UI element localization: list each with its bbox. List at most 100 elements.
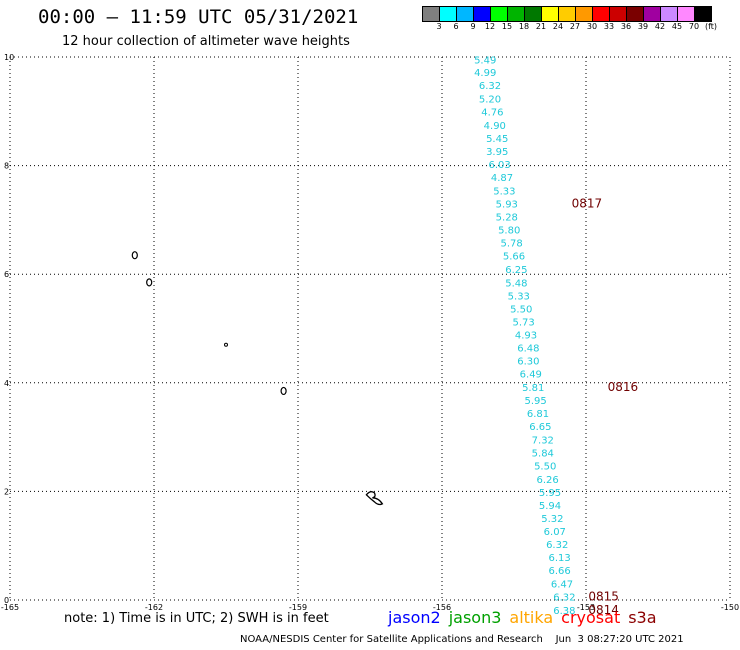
color-swatch <box>627 7 644 21</box>
wave-height-value: 5.28 <box>496 213 518 224</box>
wave-height-value: 5.45 <box>486 134 508 145</box>
color-scale-label: 18 <box>518 22 530 31</box>
wave-height-value: 5.50 <box>534 461 556 472</box>
color-scale-label: 15 <box>501 22 513 31</box>
legend-item-altika: altika <box>509 608 554 627</box>
wave-height-value: 5.95 <box>524 396 546 407</box>
color-swatch <box>440 7 457 21</box>
wave-height-value: 6.49 <box>520 370 542 381</box>
y-tick-label: 0 <box>4 596 9 605</box>
wave-height-value: 6.66 <box>548 566 570 577</box>
wave-height-value: 6.65 <box>529 422 551 433</box>
color-swatch <box>678 7 695 21</box>
time-label: 0814 <box>588 603 619 617</box>
wave-height-value: 4.90 <box>484 121 506 132</box>
color-scale-label: 39 <box>637 22 649 31</box>
x-tick-label: -162 <box>145 603 163 612</box>
wave-height-value: 6.13 <box>548 553 570 564</box>
x-tick-label: -156 <box>433 603 451 612</box>
x-tick-label: -165 <box>1 603 19 612</box>
color-swatch <box>559 7 576 21</box>
color-swatch <box>457 7 474 21</box>
color-scale-label: 30 <box>586 22 598 31</box>
color-scale-label: 27 <box>569 22 581 31</box>
wave-height-value: 4.99 <box>474 68 496 79</box>
wave-height-value: 5.48 <box>505 278 527 289</box>
color-scale-label: 45 <box>671 22 683 31</box>
legend-item-cryosat: cryosat <box>561 608 621 627</box>
island-outline <box>131 251 138 260</box>
color-swatch <box>644 7 661 21</box>
wave-height-value: 7.32 <box>532 435 554 446</box>
island-outline <box>365 491 384 506</box>
legend-item-jason3: jason3 <box>448 608 502 627</box>
wave-height-value: 6.47 <box>551 580 573 591</box>
wave-height-value: 5.32 <box>541 514 563 525</box>
wave-height-value: 5.33 <box>493 187 515 198</box>
x-tick-label: -153 <box>577 603 595 612</box>
color-scale-label: 24 <box>552 22 564 31</box>
wave-height-value: 6.32 <box>553 593 575 604</box>
color-scale-label: 36 <box>620 22 632 31</box>
color-swatch <box>542 7 559 21</box>
wave-height-value: 5.95 <box>539 488 561 499</box>
wave-height-value: 4.76 <box>481 107 503 118</box>
islands <box>131 251 384 506</box>
color-swatch <box>593 7 610 21</box>
time-label: 0815 <box>588 590 619 604</box>
wave-height-value: 5.84 <box>532 448 554 459</box>
color-swatch <box>525 7 542 21</box>
island-outline <box>280 386 287 396</box>
wave-height-value: 5.20 <box>479 94 501 105</box>
wave-height-value: 6.48 <box>517 344 539 355</box>
wave-height-value: 6.07 <box>544 527 566 538</box>
axis-ticks: -165 -162 -159 -156 -153 -150 0 2 4 6 8 10 <box>1 53 739 612</box>
color-scale-label: 3 <box>436 22 442 31</box>
x-tick-label: -159 <box>289 603 307 612</box>
color-swatch <box>423 7 440 21</box>
wave-height-value: 5.78 <box>500 239 522 250</box>
wave-height-value: 6.30 <box>517 357 539 368</box>
credit-footer: NOAA/NESDIS Center for Satellite Applica… <box>240 634 684 645</box>
wave-height-value: 5.93 <box>496 200 518 211</box>
wave-height-value: 6.03 <box>488 160 510 171</box>
color-swatch <box>576 7 593 21</box>
y-tick-label: 4 <box>4 379 9 388</box>
legend-item-s3a: s3a <box>628 608 657 627</box>
color-scale-label: 12 <box>484 22 496 31</box>
map-grid <box>9 56 731 601</box>
wave-height-value: 6.38 <box>553 606 575 617</box>
units-note: note: 1) Time is in UTC; 2) SWH is in fe… <box>64 611 329 626</box>
wave-height-value: 6.81 <box>527 409 549 420</box>
wave-height-value: 5.50 <box>510 304 532 315</box>
color-swatch <box>695 7 711 21</box>
wave-height-value: 5.49 <box>474 56 496 67</box>
color-swatch <box>491 7 508 21</box>
satellite-legend: jason2 jason3 altika cryosat s3a <box>388 608 665 627</box>
y-tick-label: 2 <box>4 487 9 496</box>
wave-height-value: 5.66 <box>503 252 525 263</box>
wave-height-value: 6.32 <box>546 540 568 551</box>
wave-height-value: 5.81 <box>522 383 544 394</box>
color-swatch <box>508 7 525 21</box>
legend-item-jason2: jason2 <box>388 608 441 627</box>
color-swatch <box>610 7 627 21</box>
color-scale-label: 9 <box>470 22 476 31</box>
wave-height-value: 4.87 <box>491 173 513 184</box>
island-outline <box>146 278 153 287</box>
island-outline <box>224 342 228 347</box>
wave-height-value: 6.25 <box>505 265 527 276</box>
color-scale-label: 21 <box>535 22 547 31</box>
page-subtitle: 12 hour collection of altimeter wave hei… <box>62 34 350 49</box>
page-title: 00:00 – 11:59 UTC 05/31/2021 <box>38 6 359 28</box>
time-label: 0816 <box>608 380 639 394</box>
wave-height-value: 6.26 <box>536 475 558 486</box>
wave-height-value: 5.73 <box>512 317 534 328</box>
y-tick-label: 6 <box>4 270 9 279</box>
time-label: 0817 <box>572 197 603 211</box>
color-swatch <box>661 7 678 21</box>
wave-height-value: 3.95 <box>486 147 508 158</box>
wave-height-value: 6.32 <box>479 81 501 92</box>
